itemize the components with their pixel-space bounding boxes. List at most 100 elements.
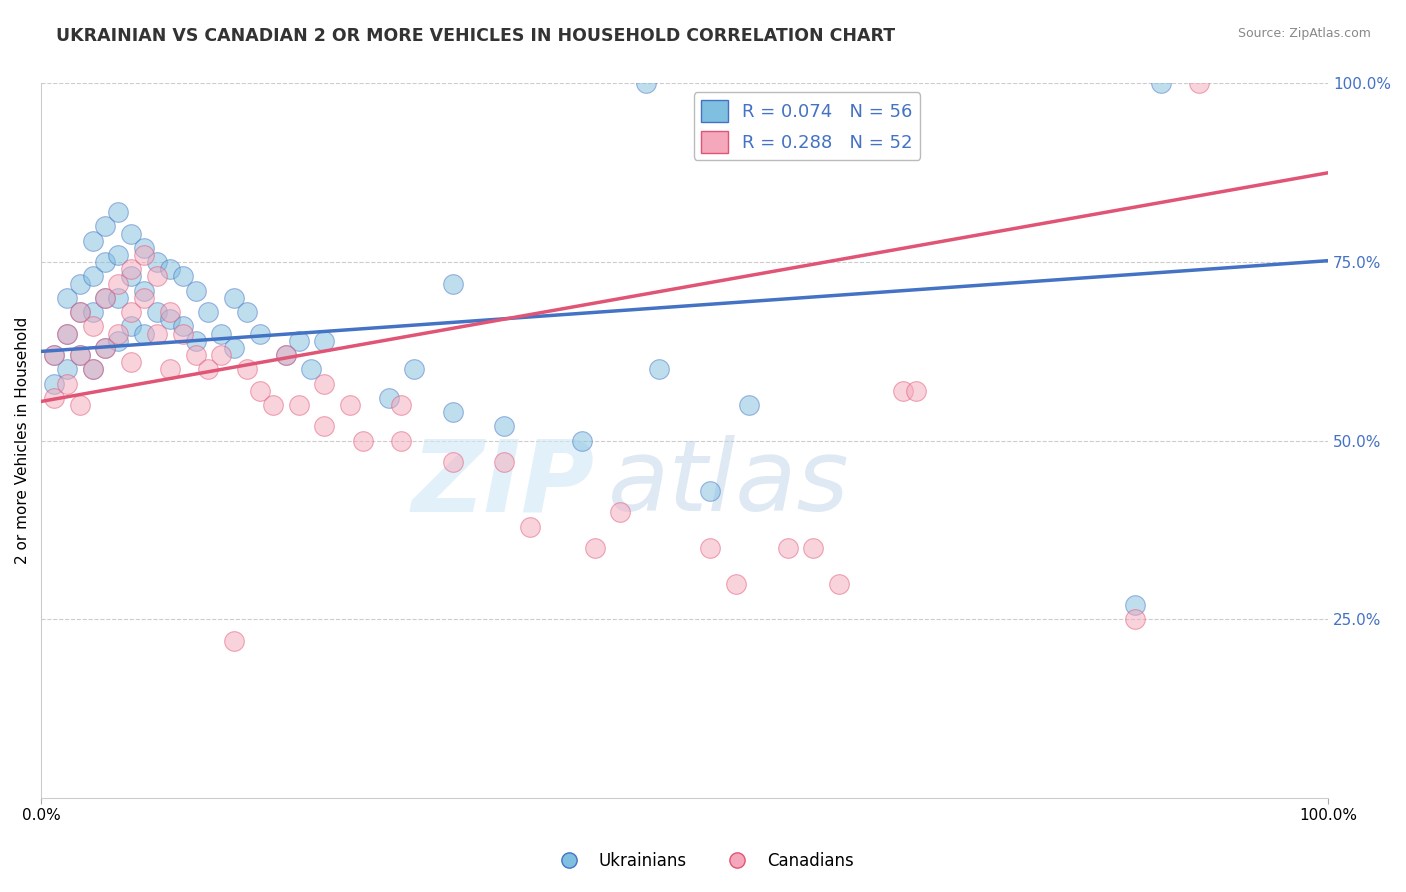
Point — [634, 77, 657, 91]
Point — [69, 305, 91, 319]
Point — [314, 419, 336, 434]
Point — [146, 255, 169, 269]
Point — [69, 277, 91, 291]
Point — [94, 255, 117, 269]
Point — [159, 305, 181, 319]
Point — [146, 326, 169, 341]
Point — [132, 326, 155, 341]
Point — [441, 405, 464, 419]
Point — [441, 277, 464, 291]
Point — [69, 305, 91, 319]
Point — [107, 277, 129, 291]
Point — [209, 348, 232, 362]
Point — [94, 291, 117, 305]
Point — [314, 334, 336, 348]
Point — [262, 398, 284, 412]
Point — [172, 269, 194, 284]
Point — [725, 576, 748, 591]
Point — [249, 326, 271, 341]
Point — [56, 376, 79, 391]
Point — [274, 348, 297, 362]
Point — [224, 633, 246, 648]
Point — [893, 384, 915, 398]
Point — [197, 305, 219, 319]
Point — [132, 284, 155, 298]
Point — [905, 384, 928, 398]
Point — [828, 576, 851, 591]
Point — [391, 398, 413, 412]
Point — [391, 434, 413, 448]
Point — [801, 541, 824, 555]
Point — [42, 348, 65, 362]
Point — [120, 355, 142, 369]
Point — [299, 362, 322, 376]
Point — [571, 434, 593, 448]
Point — [42, 376, 65, 391]
Point — [776, 541, 799, 555]
Point — [699, 483, 721, 498]
Point — [69, 398, 91, 412]
Point — [107, 326, 129, 341]
Point — [82, 319, 104, 334]
Point — [94, 291, 117, 305]
Point — [583, 541, 606, 555]
Point — [56, 291, 79, 305]
Point — [249, 384, 271, 398]
Point — [132, 248, 155, 262]
Point — [184, 348, 207, 362]
Point — [94, 341, 117, 355]
Point — [107, 291, 129, 305]
Point — [107, 248, 129, 262]
Point — [287, 334, 309, 348]
Point — [56, 326, 79, 341]
Point — [519, 519, 541, 533]
Point — [648, 362, 671, 376]
Point — [82, 362, 104, 376]
Point — [236, 305, 259, 319]
Point — [209, 326, 232, 341]
Point — [132, 241, 155, 255]
Point — [146, 305, 169, 319]
Point — [441, 455, 464, 469]
Point — [377, 391, 399, 405]
Point — [82, 269, 104, 284]
Point — [494, 455, 516, 469]
Point — [609, 505, 631, 519]
Point — [42, 391, 65, 405]
Point — [352, 434, 374, 448]
Point — [197, 362, 219, 376]
Point — [120, 227, 142, 241]
Point — [172, 319, 194, 334]
Point — [1123, 598, 1146, 612]
Point — [159, 262, 181, 277]
Point — [287, 398, 309, 412]
Point — [132, 291, 155, 305]
Text: atlas: atlas — [607, 435, 849, 533]
Text: UKRAINIAN VS CANADIAN 2 OR MORE VEHICLES IN HOUSEHOLD CORRELATION CHART: UKRAINIAN VS CANADIAN 2 OR MORE VEHICLES… — [56, 27, 896, 45]
Point — [120, 262, 142, 277]
Point — [56, 362, 79, 376]
Point — [1188, 77, 1211, 91]
Point — [94, 341, 117, 355]
Point — [159, 362, 181, 376]
Point — [699, 541, 721, 555]
Point — [404, 362, 426, 376]
Point — [120, 269, 142, 284]
Point — [107, 205, 129, 219]
Point — [1150, 77, 1173, 91]
Point — [184, 284, 207, 298]
Point — [56, 326, 79, 341]
Point — [224, 341, 246, 355]
Point — [82, 234, 104, 248]
Point — [1123, 612, 1146, 626]
Point — [738, 398, 761, 412]
Point — [224, 291, 246, 305]
Point — [69, 348, 91, 362]
Point — [339, 398, 361, 412]
Point — [42, 348, 65, 362]
Legend: Ukrainians, Canadians: Ukrainians, Canadians — [546, 846, 860, 877]
Point — [314, 376, 336, 391]
Point — [146, 269, 169, 284]
Point — [274, 348, 297, 362]
Point — [107, 334, 129, 348]
